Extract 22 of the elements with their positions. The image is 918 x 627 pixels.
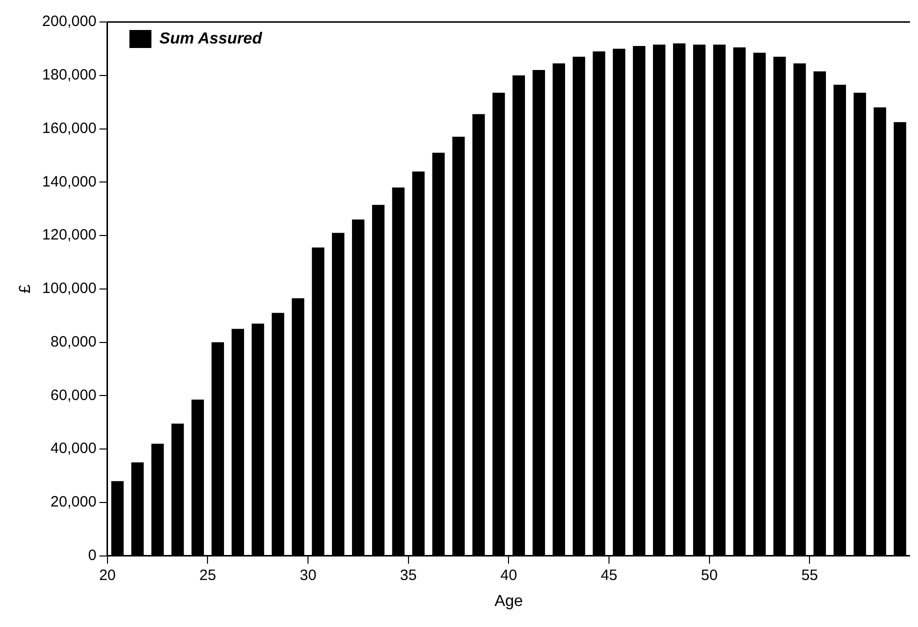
x-tick-label: 40 (500, 566, 518, 584)
y-tick-label: 120,000 (42, 226, 96, 244)
y-tick-label: 60,000 (50, 386, 96, 404)
y-tick-label: 20,000 (50, 494, 96, 511)
x-axis-title: Age (494, 592, 524, 610)
y-tick-label: 140,000 (42, 173, 96, 190)
y-tick-label: 100,000 (42, 280, 96, 298)
x-tick-label: 25 (199, 566, 216, 584)
x-tick-label: 30 (300, 566, 316, 584)
y-tick-label: 180,000 (42, 66, 96, 84)
y-tick-label: 0 (88, 546, 96, 564)
x-tick-label: 55 (801, 566, 818, 584)
x-tick-label: 45 (600, 566, 618, 584)
x-tick-label: 20 (99, 566, 116, 584)
x-tick-label: 50 (701, 566, 718, 584)
y-tick-label: 40,000 (50, 440, 96, 458)
y-tick-label: 80,000 (50, 333, 96, 350)
y-axis-title: £ (17, 284, 34, 294)
y-tick-label: 160,000 (42, 120, 96, 137)
legend-label: Sum Assured (159, 30, 264, 48)
y-tick-label: 200,000 (42, 13, 96, 30)
x-tick-label: 35 (400, 566, 417, 584)
